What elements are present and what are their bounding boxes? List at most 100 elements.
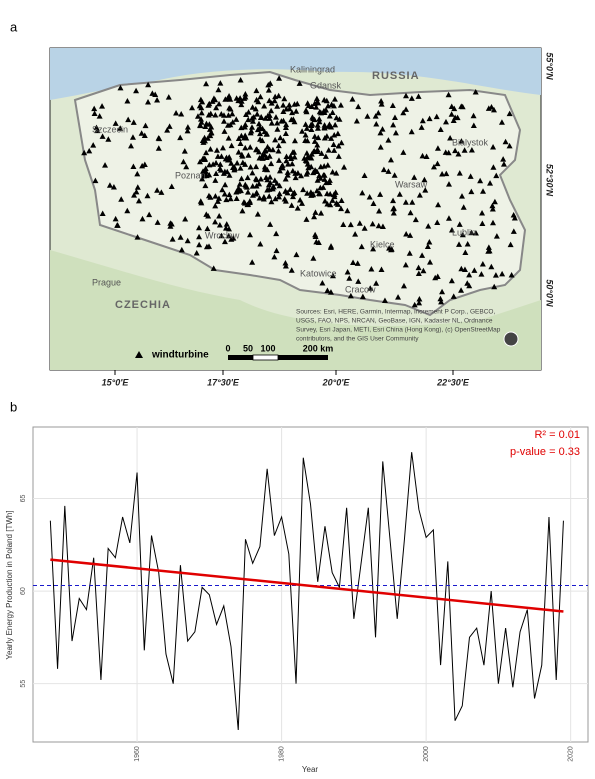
turbine [99,103,106,109]
turbine [298,172,305,179]
turbine [217,80,224,86]
turbine [201,155,208,162]
turbine [338,139,345,146]
turbine [470,122,477,128]
attribution-line: Survey, Esri Japan, METI, Esri China (Ho… [296,327,501,334]
turbine [197,158,204,165]
turbine [395,294,402,300]
turbine [226,92,233,99]
turbine [138,130,145,136]
turbine [287,186,294,192]
turbine [487,180,494,186]
turbine [213,147,220,153]
place-label: Warsaw [395,179,428,189]
turbine [340,221,347,227]
turbine [500,156,507,162]
turbine [389,102,396,108]
turbine [227,106,234,112]
legend-label: windturbine [151,350,209,361]
turbine [212,112,219,118]
turbine [300,186,307,193]
turbine [311,138,318,144]
turbine [106,182,113,188]
turbine [479,220,486,226]
turbine [260,196,267,202]
scale-bar [252,354,279,361]
turbine [450,293,457,299]
turbine [226,225,233,232]
turbine [272,195,279,202]
turbine [317,175,324,181]
turbine [229,110,236,117]
turbine [354,260,361,266]
turbine [292,174,299,181]
turbine [242,121,249,128]
turbine [249,104,256,110]
turbine [290,190,297,197]
turbine [216,222,223,228]
turbine [284,169,291,175]
turbine [314,141,321,148]
turbine [254,211,261,217]
turbine [184,237,191,244]
turbine [202,123,209,130]
turbine [178,246,185,253]
panel-label: b [10,399,17,414]
turbine [203,211,210,217]
lon-label: 22°30'E [436,377,470,387]
turbine [408,128,415,135]
turbine [117,125,124,131]
turbine [239,153,246,159]
turbine [212,202,219,209]
turbine [468,146,475,153]
turbine [247,129,254,136]
turbine [184,124,191,130]
turbine [373,121,380,127]
turbine [490,106,497,113]
turbine [391,114,398,120]
turbine [129,134,136,140]
turbine [489,219,496,226]
turbine [511,214,518,221]
turbine [316,190,323,197]
attribution-line: Sources: Esri, HERE, Garmin, Intermap, i… [296,309,495,316]
turbine [272,114,279,120]
turbine [282,176,289,182]
turbine [316,115,323,122]
turbine [255,120,262,127]
turbine [391,172,398,178]
turbine [154,187,161,193]
turbine [196,224,203,231]
turbine [347,221,354,228]
map: Kaliningrad RUSSIA Gdansk Szczecin Bialy… [49,47,555,387]
turbine [245,109,252,115]
turbine [257,93,264,100]
turbine [472,229,479,236]
turbine [128,142,135,149]
turbine [466,271,473,278]
turbine [135,197,142,204]
turbine [442,149,449,155]
turbine [419,252,426,258]
turbine [134,170,141,177]
turbine [390,121,397,128]
turbine [377,191,384,197]
turbine [207,146,214,152]
turbine [296,80,303,86]
turbine [305,102,312,109]
turbine [145,81,152,88]
x-tick-label: 2020 [568,746,575,762]
turbine [267,179,274,186]
turbine [225,232,232,239]
turbine [141,132,148,138]
turbine [291,137,298,144]
turbine [274,126,281,132]
turbine [112,215,119,222]
turbine [273,180,280,186]
turbine [422,187,429,193]
turbine [323,179,330,186]
turbine [344,207,351,214]
turbine [450,117,457,124]
turbine [284,172,291,178]
turbine [390,197,397,204]
